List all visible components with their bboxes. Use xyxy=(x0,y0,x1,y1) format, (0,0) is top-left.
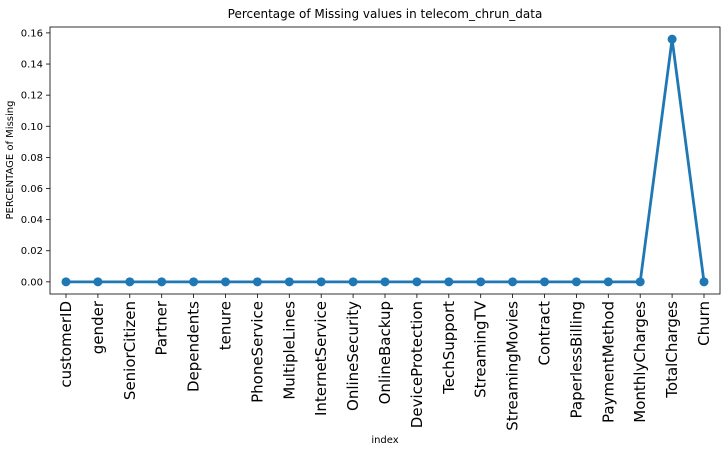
x-tick-label: tenure xyxy=(217,301,235,350)
data-point xyxy=(699,277,709,287)
data-point xyxy=(508,277,518,287)
data-point xyxy=(284,277,294,287)
x-tick-label: Dependents xyxy=(185,301,203,392)
y-tick-label: 0.10 xyxy=(21,122,43,133)
x-tick-label: customerID xyxy=(57,301,75,388)
x-tick-label: StreamingTV xyxy=(472,300,490,398)
data-point xyxy=(444,277,454,287)
data-point xyxy=(252,277,262,287)
data-point xyxy=(476,277,486,287)
data-point xyxy=(157,277,167,287)
data-point xyxy=(93,277,103,287)
y-tick-label: 0.08 xyxy=(21,153,43,164)
data-point xyxy=(571,277,581,287)
data-point xyxy=(125,277,135,287)
y-tick-label: 0.12 xyxy=(21,91,43,102)
x-axis-ticks: customerID gender SeniorCitizen Partner Depe… xyxy=(57,294,713,431)
data-point xyxy=(635,277,645,287)
x-tick-label: gender xyxy=(89,300,107,354)
y-tick-label: 0.04 xyxy=(21,215,43,226)
plot-area-frame xyxy=(49,26,721,295)
chart-title: Percentage of Missing values in telecom_… xyxy=(228,7,543,21)
y-axis-ticks: 0.00 0.02 0.04 0.06 0.08 0.10 0.12 0.14 0.16 xyxy=(21,28,50,288)
data-point xyxy=(189,277,199,287)
x-tick-label: Contract xyxy=(536,301,554,366)
x-tick-label: OnlineBackup xyxy=(376,301,394,404)
x-tick-label: Partner xyxy=(153,300,171,355)
y-tick-label: 0.02 xyxy=(21,246,43,257)
y-tick-label: 0.00 xyxy=(21,277,43,288)
x-axis-label: index xyxy=(371,435,398,446)
x-tick-label: PhoneService xyxy=(248,301,266,403)
x-tick-label: InternetService xyxy=(312,301,330,416)
series-line xyxy=(66,37,706,284)
data-point xyxy=(667,34,677,44)
x-tick-label: TechSupport xyxy=(440,301,458,395)
data-point xyxy=(221,277,230,287)
x-tick-label: OnlineSecurity xyxy=(344,301,362,411)
data-point xyxy=(540,277,549,287)
x-tick-label: PaymentMethod xyxy=(599,301,617,423)
data-point xyxy=(348,277,358,287)
data-point xyxy=(603,277,613,287)
y-tick-label: 0.06 xyxy=(21,184,43,195)
y-tick-label: 0.16 xyxy=(21,28,43,39)
data-point xyxy=(316,277,326,287)
data-point xyxy=(412,277,422,287)
data-point xyxy=(61,277,71,287)
data-point xyxy=(380,277,390,287)
x-tick-label: StreamingMovies xyxy=(504,301,522,431)
y-axis-label: PERCENTAGE of Missing xyxy=(5,101,16,220)
x-tick-label: SeniorCitizen xyxy=(121,301,139,400)
x-tick-label: TotalCharges xyxy=(663,301,681,399)
x-tick-label: DeviceProtection xyxy=(408,301,426,428)
x-tick-label: MonthlyCharges xyxy=(631,301,649,423)
series-line-group xyxy=(61,34,709,287)
x-tick-label: PaperlessBilling xyxy=(567,301,585,419)
y-tick-label: 0.14 xyxy=(21,60,43,71)
x-tick-label: MultipleLines xyxy=(280,301,298,400)
x-tick-label: Churn xyxy=(695,301,713,346)
